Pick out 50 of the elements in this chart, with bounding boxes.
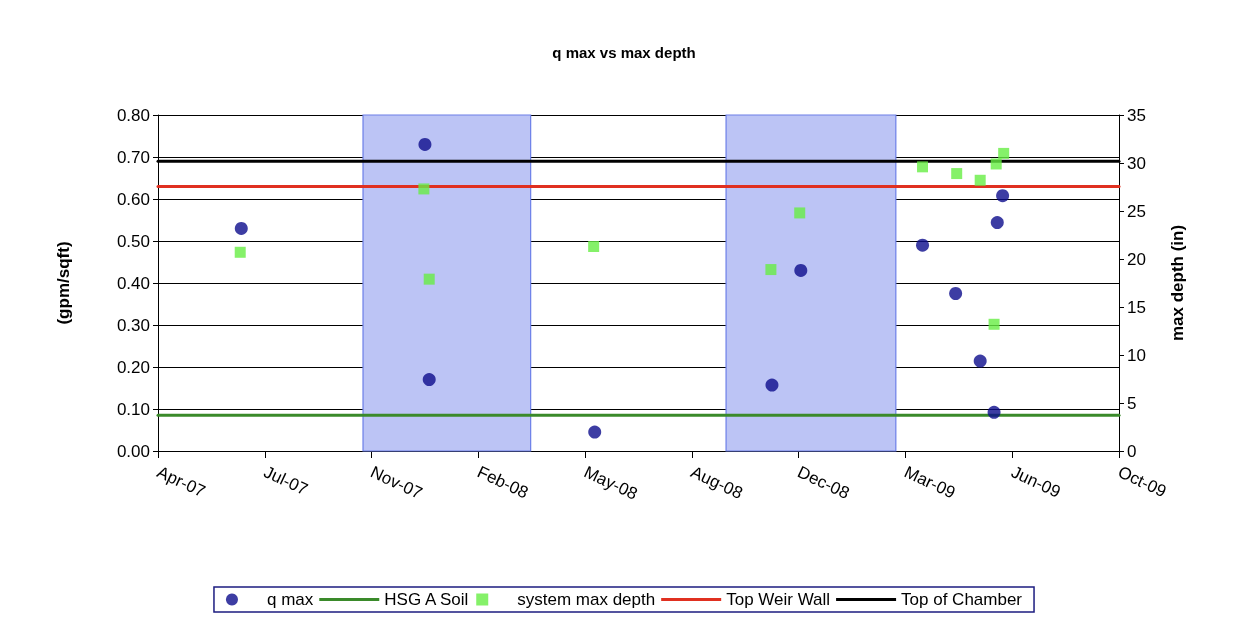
point bbox=[917, 161, 929, 173]
point bbox=[990, 216, 1004, 230]
y-axis-title: (gpm/sqft) bbox=[54, 241, 73, 325]
point bbox=[234, 246, 246, 258]
point bbox=[588, 241, 600, 253]
legend-label: Top of Chamber bbox=[901, 590, 1023, 609]
point bbox=[998, 147, 1010, 159]
legend-label: Top Weir Wall bbox=[726, 590, 831, 609]
point bbox=[973, 354, 987, 368]
y-tick-label: 0.70 bbox=[116, 147, 150, 167]
y2-tick-label: 30 bbox=[1127, 153, 1146, 173]
point bbox=[418, 137, 432, 151]
y-tick-label: 0.10 bbox=[116, 399, 150, 419]
y-tick-label: 0.20 bbox=[116, 357, 150, 377]
y-tick-label: 0.50 bbox=[116, 231, 150, 251]
y2-tick-label: 15 bbox=[1127, 297, 1146, 317]
y-tick-label: 0.00 bbox=[116, 441, 150, 461]
y2-tick-label: 0 bbox=[1127, 441, 1137, 461]
legend-label: system max depth bbox=[517, 590, 656, 609]
point bbox=[588, 425, 602, 439]
y-tick-label: 0.30 bbox=[116, 315, 150, 335]
point bbox=[794, 207, 806, 219]
point bbox=[949, 287, 963, 300]
point bbox=[987, 405, 1001, 419]
y2-tick-label: 35 bbox=[1127, 105, 1146, 125]
y2-tick-label: 5 bbox=[1127, 393, 1137, 413]
point bbox=[765, 378, 779, 392]
point bbox=[996, 189, 1010, 203]
point bbox=[974, 174, 986, 186]
point bbox=[765, 264, 777, 276]
y-tick-label: 0.40 bbox=[116, 273, 150, 293]
y2-axis-title: max depth (in) bbox=[1168, 224, 1187, 342]
point bbox=[234, 221, 248, 235]
point bbox=[988, 318, 1000, 330]
point bbox=[422, 373, 436, 387]
point bbox=[951, 168, 963, 180]
legend-label: q max bbox=[266, 590, 314, 609]
y2-tick-label: 25 bbox=[1127, 201, 1146, 221]
y2-tick-label: 20 bbox=[1127, 249, 1146, 269]
x-tick-label: Jul-07 bbox=[260, 462, 311, 500]
point bbox=[916, 238, 930, 252]
point bbox=[794, 263, 808, 277]
legend-label: HSG A Soil bbox=[384, 590, 469, 609]
y-tick-label: 0.60 bbox=[116, 189, 150, 209]
point bbox=[423, 273, 435, 285]
y2-tick-label: 10 bbox=[1127, 345, 1146, 365]
point bbox=[418, 183, 430, 195]
y-tick-label: 0.80 bbox=[116, 105, 150, 125]
point bbox=[990, 158, 1002, 170]
chart-title: q max vs max depth bbox=[552, 44, 696, 61]
